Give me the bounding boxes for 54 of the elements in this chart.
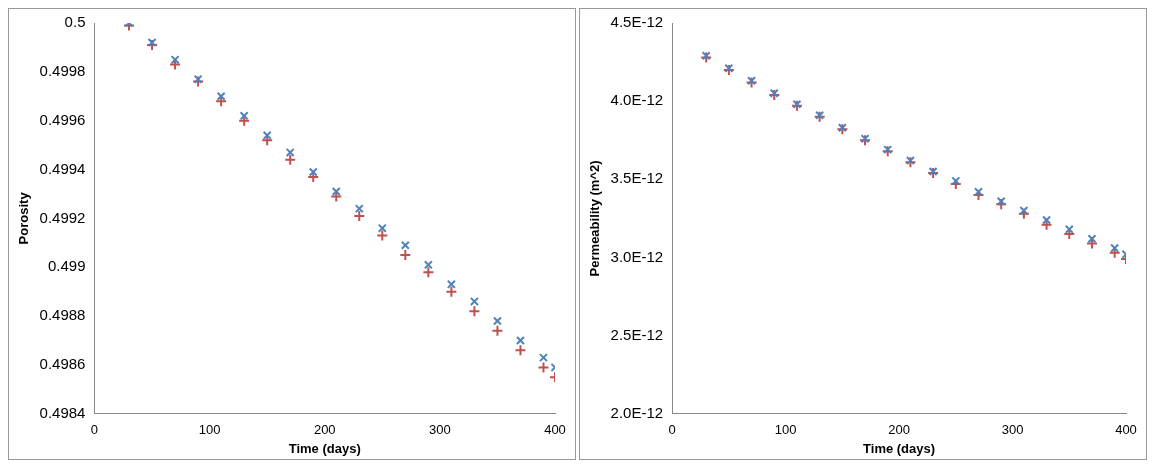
- point: [537, 361, 550, 374]
- y-tick-label: 4.5E-12: [610, 13, 664, 31]
- point: [445, 285, 458, 298]
- y-tick-label: 0.4996: [39, 110, 86, 128]
- x-tick-label: 300: [429, 422, 451, 438]
- x-tick-label: 300: [1001, 422, 1024, 438]
- y-tick-label: 0.4992: [39, 208, 86, 226]
- point: [400, 240, 410, 250]
- point: [514, 344, 527, 357]
- x-tick-label: 100: [198, 422, 221, 438]
- y-tick-label: 3.0E-12: [610, 247, 664, 265]
- x-tick-label: 400: [544, 422, 566, 438]
- y-tick-label: 0.5: [64, 13, 86, 31]
- x-tick-label: 200: [313, 422, 336, 438]
- point: [492, 316, 502, 326]
- point: [193, 74, 203, 84]
- point: [491, 324, 504, 337]
- y-axis-title: Permeability (m^2): [587, 160, 603, 277]
- point: [285, 147, 295, 157]
- y-tick-label: 3.5E-12: [610, 169, 664, 187]
- point: [422, 266, 435, 279]
- point: [284, 153, 297, 166]
- point: [376, 229, 389, 242]
- y-tick-label: 0.4984: [39, 403, 86, 421]
- x-tick-label: 100: [774, 422, 797, 438]
- point: [538, 353, 549, 363]
- y-tick-label: 0.4988: [39, 306, 86, 324]
- point: [331, 187, 341, 197]
- point: [423, 260, 433, 270]
- point: [308, 167, 318, 177]
- y-tick-label: 4.0E-12: [610, 91, 664, 109]
- y-tick-label: 0.499: [47, 257, 86, 275]
- x-tick-label: 0: [90, 422, 99, 438]
- point: [469, 296, 479, 306]
- y-axis-title: Porosity: [16, 191, 32, 245]
- point: [216, 91, 226, 101]
- x-tick-label: 200: [888, 422, 910, 438]
- y-tick-label: 0.4994: [39, 159, 86, 177]
- y-tick-label: 0.4986: [39, 355, 86, 373]
- point: [468, 305, 481, 318]
- y-tick-label: 0.4998: [39, 61, 86, 79]
- point: [377, 223, 387, 233]
- y-tick-label: 2.5E-12: [610, 325, 664, 343]
- point: [446, 279, 456, 289]
- point: [262, 130, 272, 140]
- y-tick-label: 2.0E-12: [610, 403, 664, 421]
- point: [170, 55, 180, 65]
- x-tick-label: 400: [1115, 422, 1137, 438]
- x-tick-label: 0: [668, 422, 676, 438]
- point: [239, 111, 249, 121]
- point: [515, 335, 525, 346]
- x-axis-title: Time (days): [288, 440, 361, 456]
- x-axis-title: Time (days): [863, 440, 936, 456]
- point: [354, 204, 364, 214]
